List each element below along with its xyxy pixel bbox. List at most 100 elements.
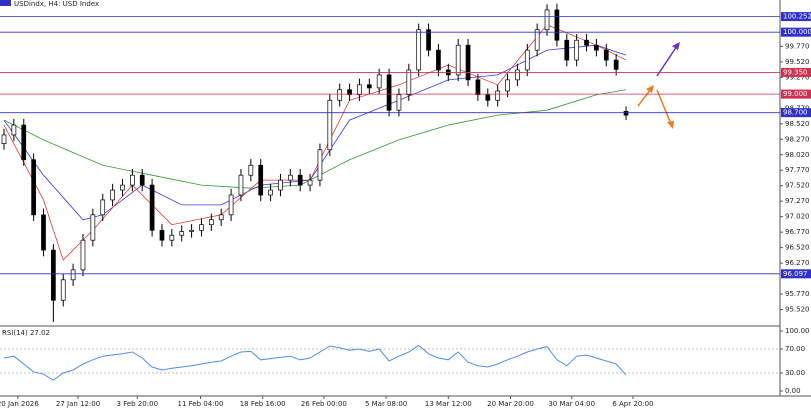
candle-body: [574, 39, 580, 61]
rsi-line: [3, 344, 627, 381]
candle-body: [337, 89, 343, 101]
arrow-head: [646, 85, 654, 93]
x-tick-label: 13 Mar 12:00: [425, 400, 472, 408]
candle-body: [238, 174, 244, 196]
candle-body: [41, 214, 46, 251]
x-tick-label: 3 Feb 20:00: [117, 400, 158, 408]
candle-body: [594, 44, 599, 51]
y-tick-label: 96.270: [785, 259, 810, 267]
x-tick-label: 11 Feb 04:00: [178, 400, 224, 408]
candle-body: [100, 199, 106, 216]
candle-body: [357, 84, 362, 96]
candle-body: [317, 149, 323, 181]
y-tick-label: 70.00: [785, 345, 805, 353]
candle-body: [228, 194, 234, 216]
candle-body: [396, 94, 402, 111]
candle-body: [485, 94, 491, 101]
x-tick-label: 5 Mar 08:00: [365, 400, 407, 408]
candle-body: [366, 84, 372, 89]
candle-body: [258, 164, 264, 196]
moving-average: [3, 24, 627, 261]
y-tick-label: 97.520: [785, 182, 810, 190]
candle-body: [169, 234, 175, 241]
candle-body: [297, 174, 303, 186]
candle-body: [505, 79, 510, 92]
candle-body: [347, 89, 352, 96]
arrow-head: [667, 121, 674, 129]
candle-body: [287, 174, 293, 181]
candle-body: [60, 279, 66, 301]
level-label: 100.252: [783, 13, 811, 21]
level-tag: [781, 67, 811, 77]
level-label: 99.350: [783, 68, 808, 76]
candle-body: [208, 219, 214, 226]
x-tick-label: 20 Jan 2026: [0, 400, 39, 408]
candle-body: [130, 174, 135, 186]
level-label: 98.700: [783, 109, 808, 117]
candle-body: [110, 189, 115, 201]
arrow: [656, 89, 672, 125]
candle-body: [1, 134, 7, 144]
candle-body: [11, 124, 17, 136]
y-tick-label: 99.770: [785, 42, 810, 50]
y-tick-label: 96.520: [785, 244, 810, 252]
x-tick-label: 18 Feb 16:00: [240, 400, 286, 408]
level-label: 96.097: [783, 270, 808, 278]
candle-body: [465, 44, 471, 81]
candle-body: [70, 269, 76, 281]
y-tick-label: 99.270: [785, 73, 810, 81]
candle-body: [218, 214, 224, 221]
candle-body: [515, 69, 520, 81]
y-tick-label: 99.520: [785, 58, 810, 66]
x-tick-label: 26 Feb 00:00: [301, 400, 347, 408]
candle-body: [199, 224, 204, 231]
level-tag: [781, 27, 811, 37]
candle-body: [120, 184, 125, 191]
level-label: 99.000: [783, 90, 808, 98]
candle-body: [90, 214, 96, 241]
candle-body: [406, 69, 412, 96]
level-tag: [781, 89, 811, 99]
y-tick-label: 98.270: [785, 135, 810, 143]
x-tick-label: 27 Jan 12:00: [56, 400, 100, 408]
x-tick-label: 6 Apr 20:00: [612, 400, 653, 408]
candle-body: [307, 179, 313, 186]
candle-body: [159, 229, 165, 241]
candle-body: [455, 44, 461, 76]
y-tick-label: 95.520: [785, 306, 810, 314]
moving-average: [3, 89, 627, 189]
candle-body: [534, 29, 540, 51]
level-tag: [781, 269, 811, 279]
arrows: [637, 42, 680, 129]
y-tick-label: 98.520: [785, 120, 810, 128]
candle-body: [603, 49, 609, 61]
candle-body: [189, 229, 194, 232]
candle-body: [248, 164, 254, 176]
y-tick-label: 95.770: [785, 290, 810, 298]
level-label: 100.000: [783, 28, 811, 36]
candle-body: [613, 59, 619, 70]
y-tick-label: 97.770: [785, 166, 810, 174]
candle-body: [544, 9, 550, 31]
candle-body: [31, 159, 36, 216]
candle-body: [278, 179, 283, 191]
y-tick-label: 96.770: [785, 228, 810, 236]
candle-body: [524, 49, 530, 71]
candle-body: [436, 49, 441, 71]
candle-body: [475, 79, 481, 96]
candle-body: [80, 239, 86, 271]
y-tick-label: 30.00: [785, 369, 805, 377]
y-tick-label: 98.020: [785, 151, 810, 159]
candle-body: [376, 74, 382, 89]
candle-body: [584, 39, 589, 46]
y-tick-label: 97.020: [785, 213, 810, 221]
symbol-icon: [0, 0, 11, 6]
x-tick-label: 30 Mar 04:00: [548, 400, 595, 408]
candle-body: [139, 174, 145, 186]
y-tick-label: 100.00: [785, 327, 810, 335]
level-tag: [781, 108, 811, 118]
candle-body: [268, 189, 273, 196]
x-tick-label: 20 Mar 20:00: [487, 400, 534, 408]
